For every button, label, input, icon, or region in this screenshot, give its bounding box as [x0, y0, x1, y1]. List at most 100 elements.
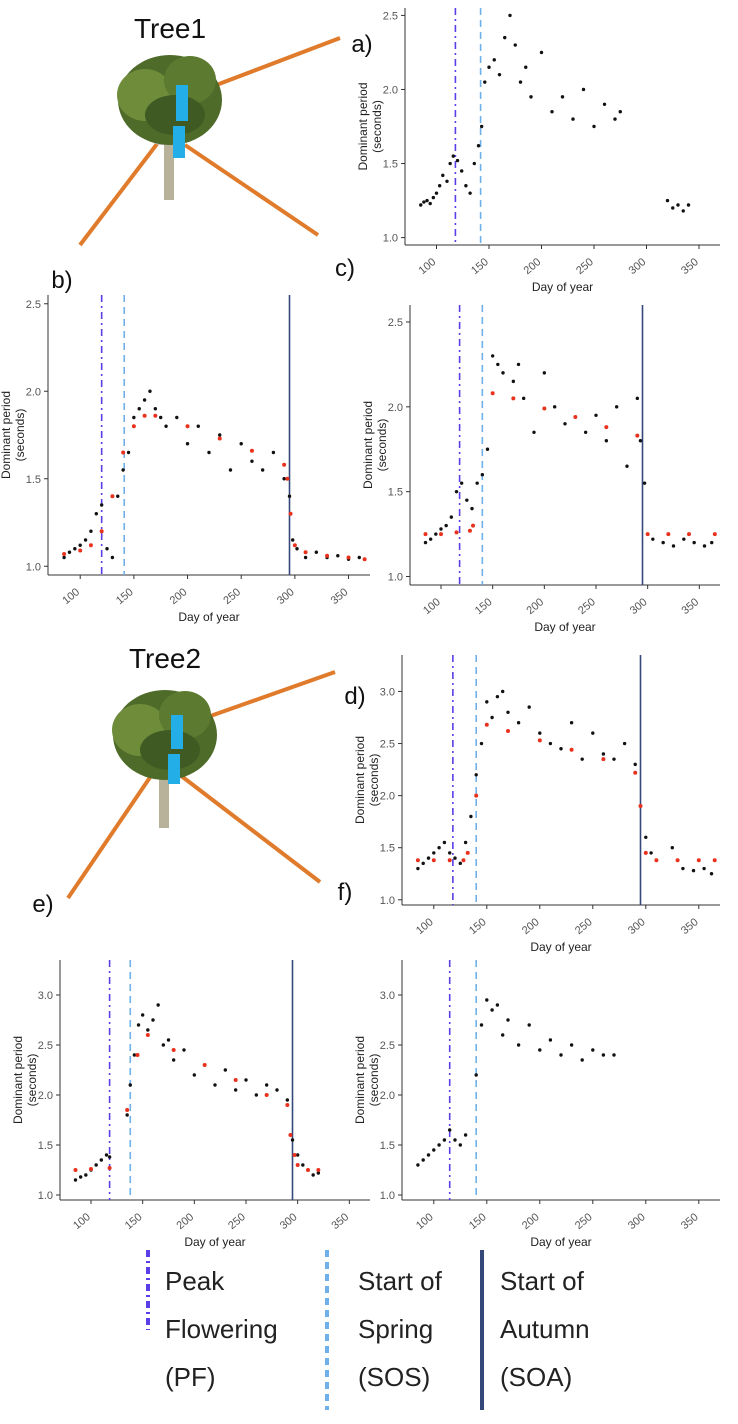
data-point — [571, 117, 575, 121]
data-point — [244, 1078, 248, 1082]
fit-point — [474, 793, 479, 798]
data-point — [132, 1053, 137, 1057]
data-point — [442, 1138, 447, 1142]
data-point — [295, 1153, 300, 1157]
tree-illustration — [66, 670, 336, 900]
fit-point — [471, 523, 476, 528]
data-point — [121, 468, 125, 472]
x-axis-label: Day of year — [532, 280, 593, 294]
data-point — [560, 95, 565, 99]
data-point — [539, 50, 544, 55]
data-point — [470, 506, 474, 511]
data-point — [94, 1163, 98, 1167]
data-point — [682, 537, 686, 541]
chart-panel: b) 1.0 1.5 2.0 2.5 100 150 200 250 300 350 Day of y… — [0, 267, 370, 624]
data-point — [487, 65, 491, 69]
data-point — [260, 468, 265, 472]
fit-point — [645, 532, 650, 537]
data-point — [104, 1153, 109, 1157]
data-point — [580, 1058, 584, 1062]
fit-point — [295, 1163, 300, 1167]
data-point — [148, 389, 152, 393]
data-point — [140, 1013, 145, 1017]
fit-point — [185, 424, 190, 429]
fit-point — [292, 543, 297, 548]
data-point — [497, 72, 502, 77]
data-point — [428, 537, 433, 541]
y-tick-label: 2.5 — [383, 10, 398, 22]
y-tick-label: 2.0 — [380, 791, 395, 803]
data-point — [496, 362, 500, 367]
data-point — [474, 1073, 478, 1077]
x-tick-label: 100 — [71, 1211, 93, 1232]
data-point — [416, 866, 420, 871]
data-point — [171, 1058, 176, 1062]
fit-point — [121, 450, 126, 455]
data-point — [483, 80, 487, 84]
x-tick-label: 100 — [421, 596, 443, 617]
x-tick-label: 250 — [226, 1211, 248, 1232]
x-tick-label: 100 — [414, 916, 436, 937]
data-point — [428, 201, 432, 206]
x-tick-label: 100 — [417, 256, 439, 277]
y-tick-label: 1.5 — [388, 487, 403, 499]
legend-label: Flowering — [165, 1314, 278, 1344]
x-axis-label: Day of year — [530, 940, 591, 954]
tree-illustration — [78, 36, 341, 247]
data-point — [291, 538, 295, 542]
data-point — [62, 555, 66, 560]
data-point — [431, 195, 436, 200]
data-point — [479, 124, 484, 129]
data-point — [538, 731, 542, 735]
data-point — [421, 1158, 425, 1162]
data-point — [490, 715, 494, 720]
data-point — [542, 371, 547, 375]
data-point — [465, 498, 469, 502]
data-point — [518, 80, 523, 84]
data-point — [182, 1048, 186, 1052]
data-point — [218, 433, 222, 437]
fit-point — [264, 1093, 269, 1097]
data-point — [464, 184, 468, 188]
data-point — [432, 851, 436, 855]
data-point — [196, 424, 200, 428]
data-point — [511, 379, 516, 384]
data-point — [166, 1038, 171, 1042]
legend-label: Start of — [358, 1266, 443, 1296]
y-tick-label: 1.0 — [26, 561, 41, 573]
x-tick-label: 100 — [414, 1211, 436, 1232]
data-point — [185, 442, 190, 446]
data-point — [78, 1175, 83, 1179]
data-point — [213, 1083, 217, 1087]
data-point — [524, 65, 528, 69]
x-tick-label: 300 — [626, 1211, 648, 1232]
data-point — [164, 424, 168, 428]
fit-point — [89, 1167, 93, 1171]
x-tick-label: 100 — [60, 586, 82, 607]
y-tick-label: 1.5 — [38, 1140, 53, 1152]
y-tick-label: 2.5 — [388, 317, 403, 329]
y-tick-label: 1.5 — [380, 843, 395, 855]
data-point — [125, 1113, 129, 1117]
fit-point — [110, 494, 115, 499]
data-point — [468, 191, 472, 195]
y-axis-label: Dominant period — [356, 82, 370, 170]
chart-panel: d) 1.0 1.5 2.0 2.5 3.0 100 150 200 250 300 350 Day o… — [344, 655, 720, 954]
x-axis-label: Day of year — [534, 620, 595, 634]
data-point — [207, 450, 211, 455]
y-axis-label: (seconds) — [370, 100, 384, 153]
fit-point — [542, 406, 547, 411]
data-point — [651, 537, 655, 541]
x-tick-label: 200 — [520, 1211, 542, 1232]
fit-point — [484, 722, 489, 727]
y-tick-label: 2.5 — [38, 1040, 53, 1052]
x-tick-label: 300 — [626, 916, 648, 937]
data-point — [580, 757, 584, 761]
data-point — [604, 439, 609, 443]
x-tick-label: 350 — [679, 1211, 701, 1232]
data-point — [110, 555, 115, 560]
data-point — [151, 1018, 155, 1022]
data-point — [563, 422, 567, 426]
fit-point — [171, 1048, 176, 1052]
fit-point — [454, 530, 459, 535]
